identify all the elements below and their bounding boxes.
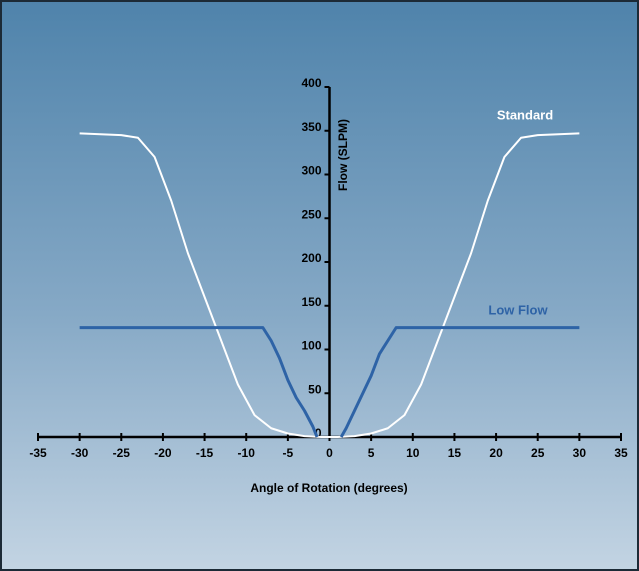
x-tick-label: -25 [113,446,131,460]
x-tick-label: -35 [29,446,47,460]
x-axis-label: Angle of Rotation (degrees) [250,481,407,495]
x-tick-label: 30 [573,446,587,460]
y-tick-label: 350 [301,120,321,134]
series-line [79,326,580,438]
x-tick-label: 10 [406,446,420,460]
y-tick-label: 400 [301,76,321,90]
x-tick-label: 35 [614,446,628,460]
y-tick-label: 100 [301,339,321,353]
y-tick-label: 50 [308,382,322,396]
series-label: Low Flow [488,302,548,317]
x-tick-label: 5 [368,446,375,460]
x-tick-label: 25 [531,446,545,460]
x-tick-label: 20 [489,446,503,460]
x-tick-label: -20 [154,446,172,460]
x-tick-label: -30 [71,446,89,460]
x-tick-label: 15 [448,446,462,460]
x-tick-label: 0 [326,446,333,460]
series-line [79,132,580,438]
y-tick-label: 200 [301,251,321,265]
x-tick-label: -10 [238,446,256,460]
y-tick-label: 150 [301,295,321,309]
y-tick-label: 250 [301,207,321,221]
y-tick-label: 300 [301,164,321,178]
y-tick-label: 0 [315,426,322,440]
x-tick-label: -5 [283,446,294,460]
x-tick-label: -15 [196,446,214,460]
series-label: Standard [497,107,553,122]
y-axis-label: Flow (SLPM) [336,119,350,191]
